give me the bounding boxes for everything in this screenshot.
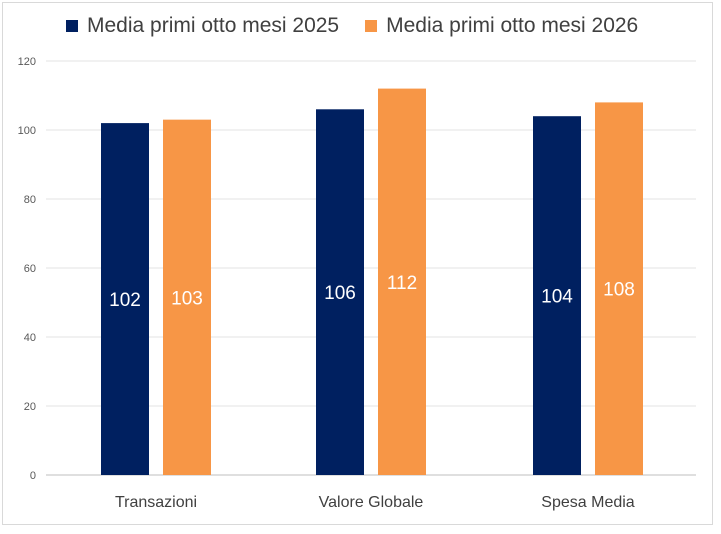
bar-2025-2 — [533, 116, 581, 475]
y-tick-label: 20 — [24, 401, 36, 413]
y-tick-label: 0 — [30, 470, 36, 482]
legend-swatch-2026 — [365, 20, 378, 32]
data-label: 103 — [171, 288, 203, 309]
y-tick-label: 40 — [24, 332, 36, 344]
data-label: 112 — [387, 273, 417, 294]
y-tick-label: 100 — [18, 125, 36, 137]
legend-item-2025: Media primi otto mesi 2025 — [66, 14, 339, 38]
y-axis: 0 20 40 60 80 100 120 — [18, 56, 36, 482]
y-tick-label: 60 — [24, 263, 36, 275]
legend-item-2026: Media primi otto mesi 2026 — [365, 14, 638, 38]
data-label: 104 — [541, 287, 573, 308]
legend-swatch-2025 — [66, 20, 78, 32]
bar-2025-0 — [101, 123, 149, 475]
data-label: 102 — [109, 290, 141, 311]
data-label: 108 — [603, 280, 635, 301]
bar-2025-1 — [316, 109, 364, 476]
x-category-label: Transazioni — [115, 494, 197, 511]
legend-label-2026: Media primi otto mesi 2026 — [386, 14, 639, 37]
x-category-label: Spesa Media — [541, 494, 634, 511]
data-labels: 102 103 106 112 104 108 — [109, 273, 635, 311]
legend-label-2025: Media primi otto mesi 2025 — [87, 14, 340, 37]
bar-2026-1 — [378, 88, 426, 475]
bar-2026-2 — [595, 102, 643, 476]
bars — [101, 88, 643, 476]
chart-legend: Media primi otto mesi 2025 Media primi o… — [66, 14, 664, 38]
x-axis: Transazioni Valore Globale Spesa Media — [115, 494, 635, 511]
bar-2026-0 — [163, 119, 211, 476]
y-tick-label: 80 — [24, 194, 36, 206]
y-tick-label: 120 — [18, 56, 36, 68]
gridlines — [46, 60, 696, 476]
x-category-label: Valore Globale — [319, 494, 424, 511]
data-label: 106 — [324, 283, 356, 304]
